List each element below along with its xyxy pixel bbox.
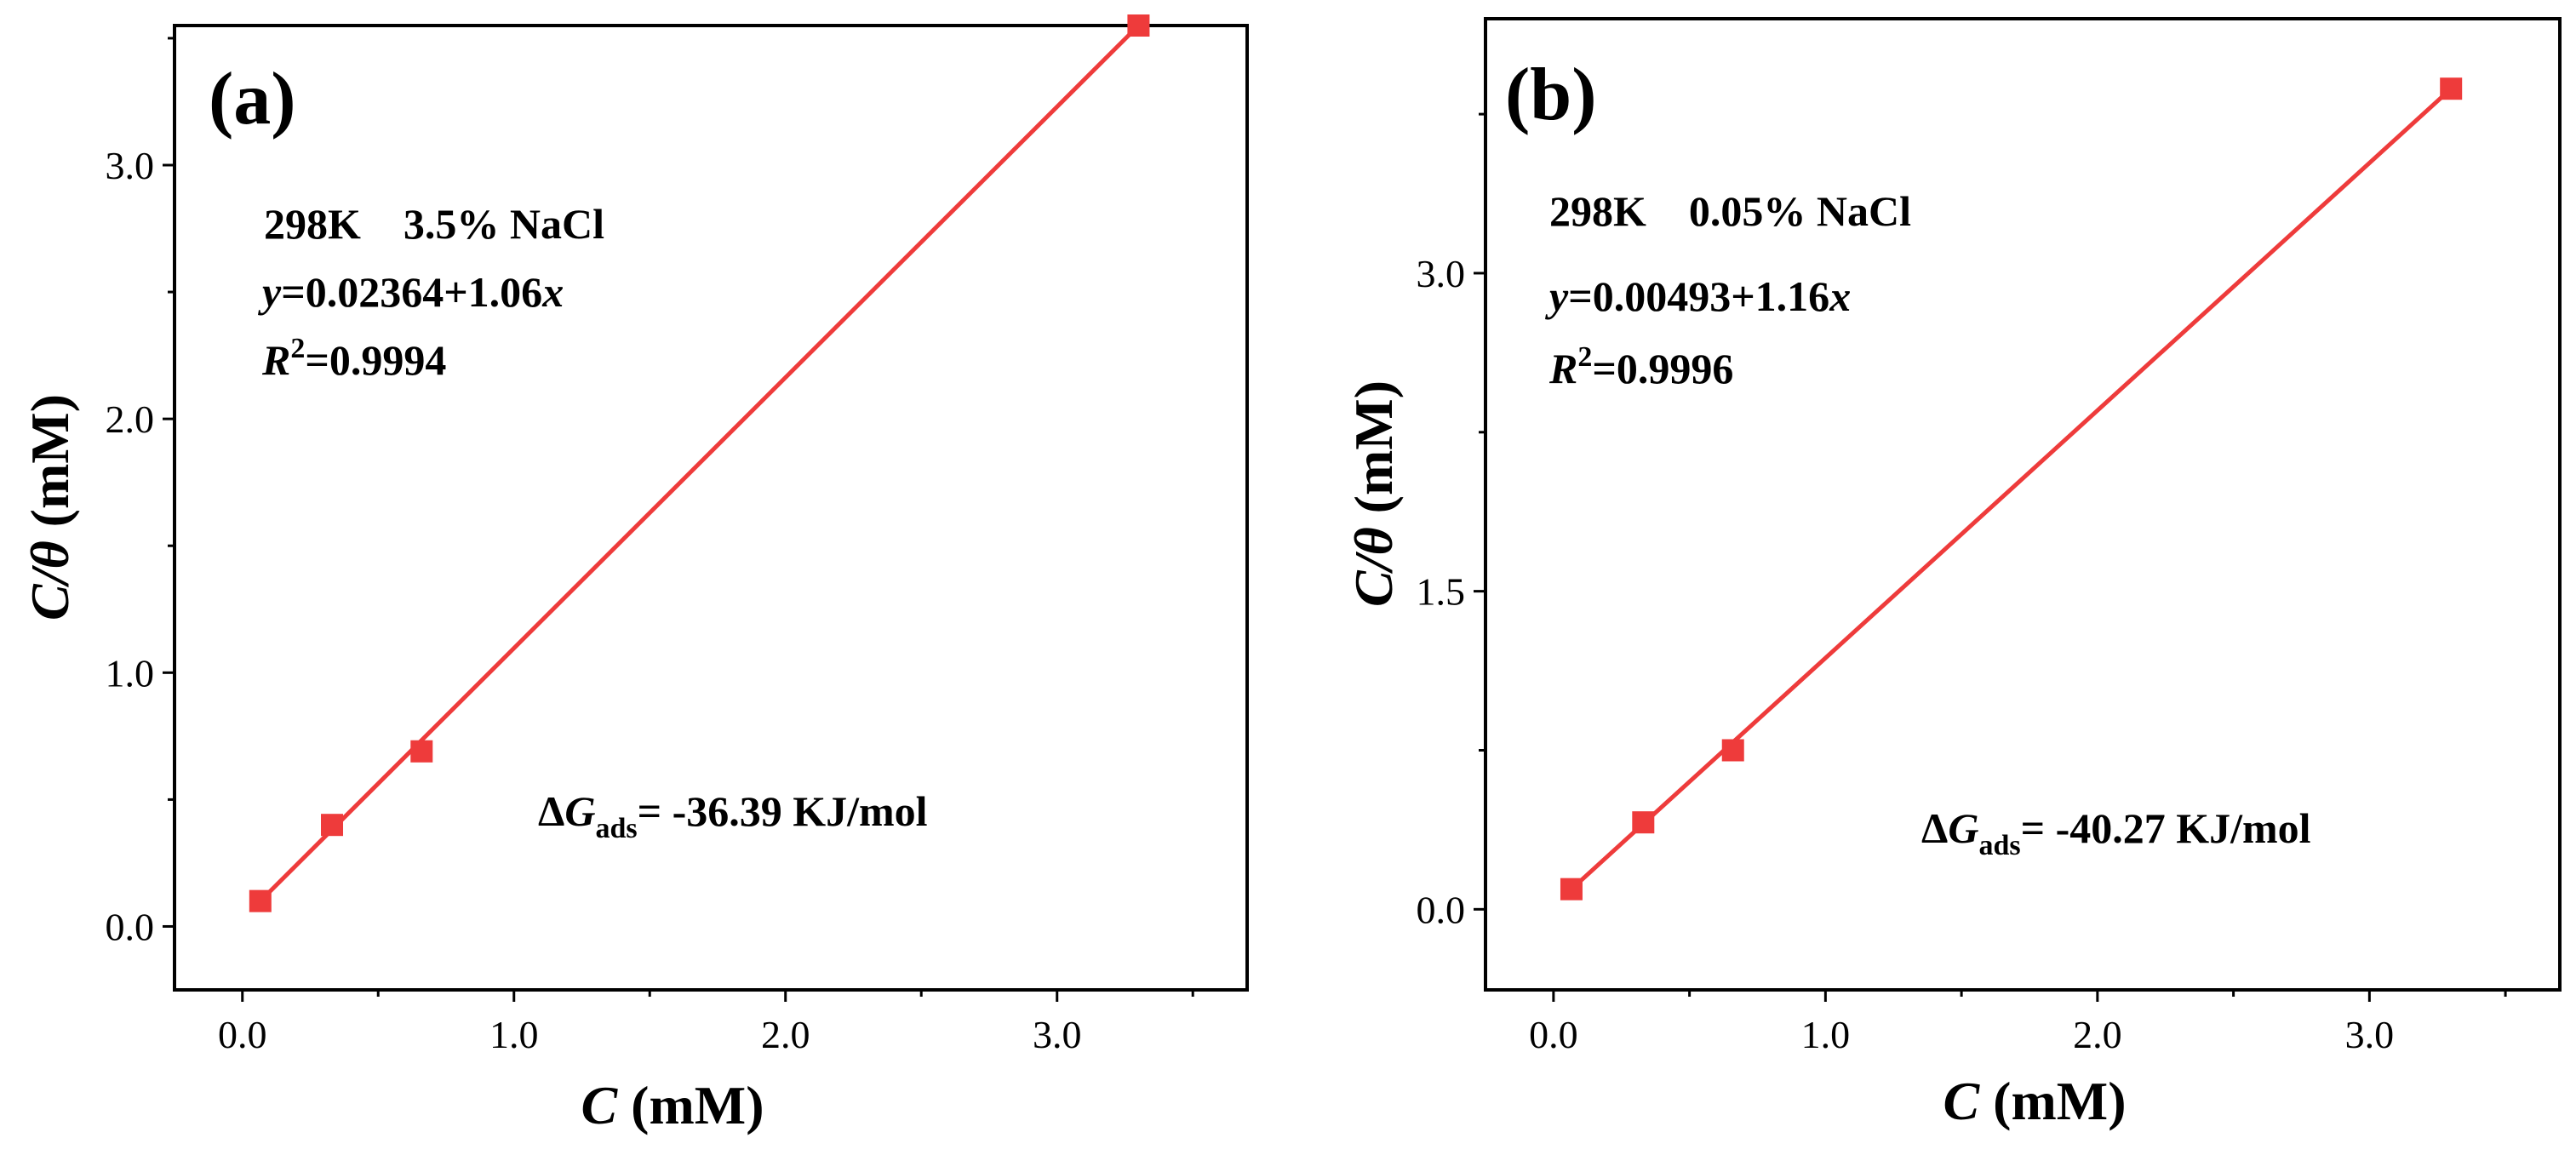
x-tick-label-a: 1.0 [489, 1013, 539, 1056]
y-axis-label-b: C/θ (mM) [1343, 380, 1404, 607]
panel-label-b: (b) [1505, 54, 1597, 136]
fit-equation-a: y=0.02364+1.06x [258, 268, 564, 316]
y-tick-label-a: 3.0 [106, 144, 155, 187]
panel-a: 0.0 1.0 2.0 3.0 0.0 1.0 2.0 3.0 (a) 298K 3.5% N… [20, 14, 1249, 1135]
y-tick-label-a: 0.0 [106, 905, 155, 948]
data-point-b [1721, 739, 1744, 762]
y-tick-label-b: 3.0 [1417, 252, 1466, 295]
delta-g-label-a: ΔGads= -36.39 KJ/mol [538, 787, 928, 844]
data-point-b [2440, 77, 2463, 100]
fit-line-a [259, 24, 1141, 903]
plot-frame-a [173, 24, 1249, 992]
data-point-a [321, 814, 344, 837]
condition-label-b: 298K 0.05% NaCl [1549, 187, 1911, 235]
x-tick-label-b: 3.0 [2345, 1013, 2395, 1056]
r-squared-a: R2=0.9994 [261, 333, 446, 384]
data-point-a [1127, 14, 1150, 37]
data-point-b [1632, 811, 1655, 834]
r-squared-b: R2=0.9996 [1548, 341, 1733, 392]
x-tick-label-b: 0.0 [1529, 1013, 1578, 1056]
y-tick-label-b: 1.5 [1417, 570, 1466, 614]
data-point-a [249, 889, 272, 912]
x-axis-label-b: C (mM) [1943, 1071, 2126, 1131]
plot-frame-b [1484, 17, 2562, 992]
panel-label-a: (a) [209, 58, 296, 140]
fit-line-b [1570, 87, 2453, 891]
x-tick-label-b: 1.0 [1801, 1013, 1851, 1056]
axis-ticks-b: 0.0 1.0 2.0 3.0 0.0 1.5 3.0 [1417, 112, 2507, 1056]
condition-label-a: 298K 3.5% NaCl [264, 200, 604, 248]
x-tick-label-b: 2.0 [2073, 1013, 2122, 1056]
panel-b: 0.0 1.0 2.0 3.0 0.0 1.5 3.0 (b) 298K 0.05% NaC… [1343, 17, 2562, 1131]
delta-g-label-b: ΔGads= -40.27 KJ/mol [1921, 804, 2311, 861]
y-axis-label-a: C/θ (mM) [20, 394, 80, 620]
y-tick-label-a: 2.0 [106, 397, 155, 441]
fit-line-group-b [1570, 87, 2453, 891]
x-axis-label-a: C (mM) [581, 1075, 764, 1135]
fit-line-group-a [259, 24, 1141, 903]
axis-ticks-a: 0.0 1.0 2.0 3.0 0.0 1.0 2.0 3.0 [106, 37, 1194, 1056]
x-tick-label-a: 2.0 [761, 1013, 810, 1056]
markers-b [1560, 77, 2463, 901]
y-tick-label-a: 1.0 [106, 651, 155, 695]
data-point-b [1560, 878, 1583, 901]
x-tick-label-a: 3.0 [1033, 1013, 1082, 1056]
y-tick-label-b: 0.0 [1417, 888, 1466, 931]
markers-a [249, 14, 1150, 912]
fit-equation-b: y=0.00493+1.16x [1545, 272, 1851, 320]
x-tick-label-a: 0.0 [218, 1013, 267, 1056]
data-point-a [410, 740, 433, 763]
